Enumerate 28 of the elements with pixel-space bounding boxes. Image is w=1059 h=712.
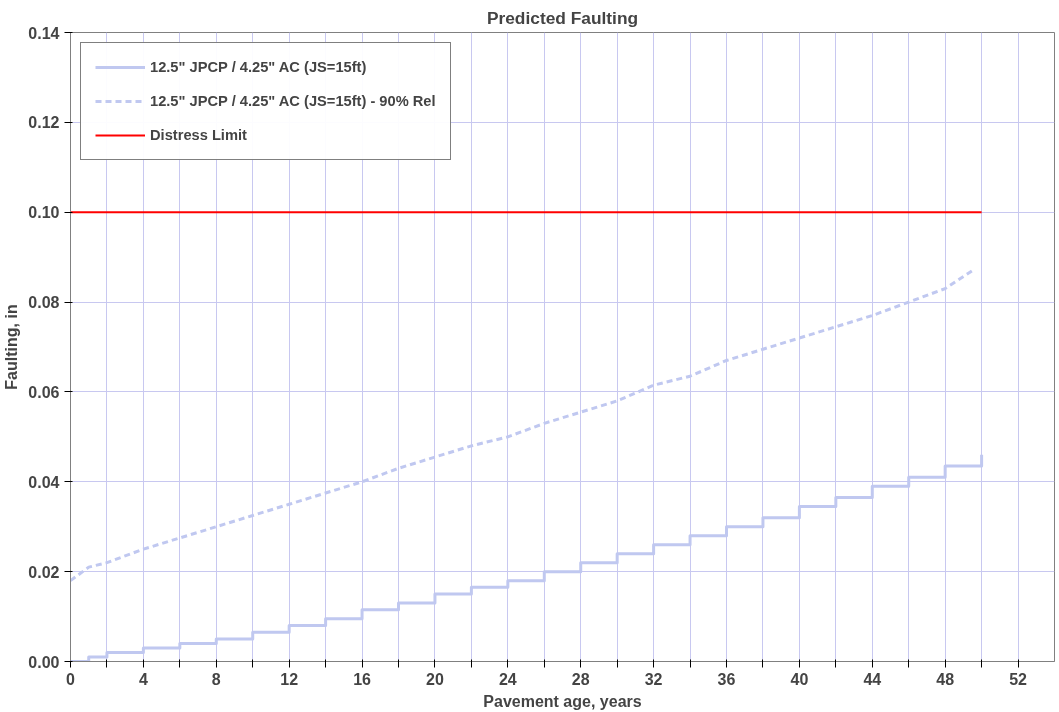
x-tick-label: 32 bbox=[644, 670, 663, 688]
y-tick-label: 0.06 bbox=[28, 383, 60, 401]
y-tick-label: 0.08 bbox=[28, 294, 60, 312]
x-tick-label: 20 bbox=[426, 670, 444, 688]
y-tick-label: 0.12 bbox=[28, 114, 60, 132]
y-tick-label: 0.14 bbox=[28, 24, 60, 42]
legend-label: Distress Limit bbox=[150, 127, 247, 143]
x-tick-label: 0 bbox=[66, 670, 76, 688]
y-tick-label: 0.00 bbox=[28, 653, 60, 671]
legend-label: 12.5" JPCP / 4.25" AC (JS=15ft) - 90% Rel bbox=[150, 93, 436, 109]
x-tick-label: 36 bbox=[717, 670, 736, 688]
x-tick-label: 28 bbox=[571, 670, 590, 688]
y-axis-title: Faulting, in bbox=[3, 304, 21, 390]
legend-label: 12.5" JPCP / 4.25" AC (JS=15ft) bbox=[150, 59, 367, 75]
x-tick-label: 8 bbox=[211, 670, 221, 688]
x-tick-label: 40 bbox=[790, 670, 809, 688]
x-tick-label: 24 bbox=[498, 670, 517, 688]
y-tick-label: 0.04 bbox=[28, 473, 60, 491]
x-tick-label: 12 bbox=[280, 670, 299, 688]
y-tick-label: 0.10 bbox=[28, 204, 60, 222]
x-axis-title: Pavement age, years bbox=[483, 692, 642, 710]
chart-title: Predicted Faulting bbox=[486, 7, 639, 28]
x-tick-label: 44 bbox=[863, 670, 882, 688]
x-tick-label: 52 bbox=[1009, 670, 1028, 688]
y-tick-label: 0.02 bbox=[28, 563, 60, 581]
x-tick-label: 48 bbox=[936, 670, 955, 688]
x-tick-label: 4 bbox=[138, 670, 148, 688]
x-tick-label: 16 bbox=[353, 670, 372, 688]
